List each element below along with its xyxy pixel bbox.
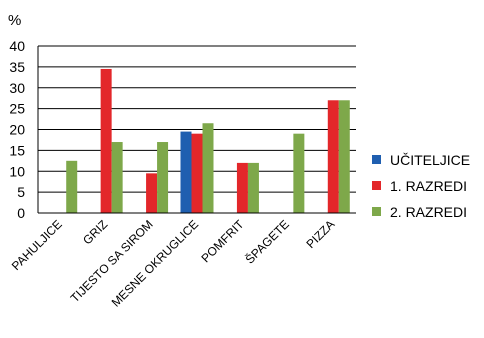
y-tick-label: 10 [9, 163, 25, 179]
y-tick-label: 25 [9, 101, 25, 117]
bar [327, 100, 339, 213]
x-category-label: MESNE OKRUGLICE [109, 217, 201, 309]
y-tick-label: 35 [9, 59, 25, 75]
bar [191, 133, 203, 213]
x-category-label: GRIZ [80, 217, 110, 247]
y-tick-label: 20 [9, 122, 25, 138]
y-tick-label: 0 [17, 205, 25, 221]
bar [180, 131, 192, 213]
bar [146, 173, 158, 213]
legend-label: 1. RAZREDI [390, 178, 467, 194]
legend-swatch [372, 155, 381, 164]
y-tick-label: 5 [17, 184, 25, 200]
bar [100, 68, 112, 214]
x-category-label: ŠPAGETE [242, 217, 292, 267]
x-category-label: PAHULJICE [9, 217, 65, 273]
bar [293, 133, 305, 213]
bar [247, 162, 259, 213]
legend-label: UČITELJICE [390, 152, 470, 168]
legend: UČITELJICE 1. RAZREDI 2. RAZREDI [372, 152, 470, 220]
legend-swatch [372, 207, 381, 216]
y-tick-label: 15 [9, 142, 25, 158]
bar [157, 142, 169, 213]
y-tick-label: 30 [9, 80, 25, 96]
y-unit-label: % [8, 12, 21, 29]
bars [66, 68, 350, 214]
bar [111, 142, 123, 213]
bar [202, 123, 214, 213]
x-category-label: PIZZA [303, 217, 337, 251]
y-axis-ticks: 0 5 10 15 20 25 30 35 40 [9, 38, 25, 221]
bar [338, 100, 350, 213]
bar [236, 162, 248, 213]
legend-swatch [372, 181, 381, 190]
y-tick-label: 40 [9, 38, 25, 54]
x-category-label: POMFRIT [198, 217, 247, 266]
x-category-label: TIJESTO SA SIROM [68, 217, 156, 305]
bar [66, 160, 78, 213]
legend-label: 2. RAZREDI [390, 204, 467, 220]
